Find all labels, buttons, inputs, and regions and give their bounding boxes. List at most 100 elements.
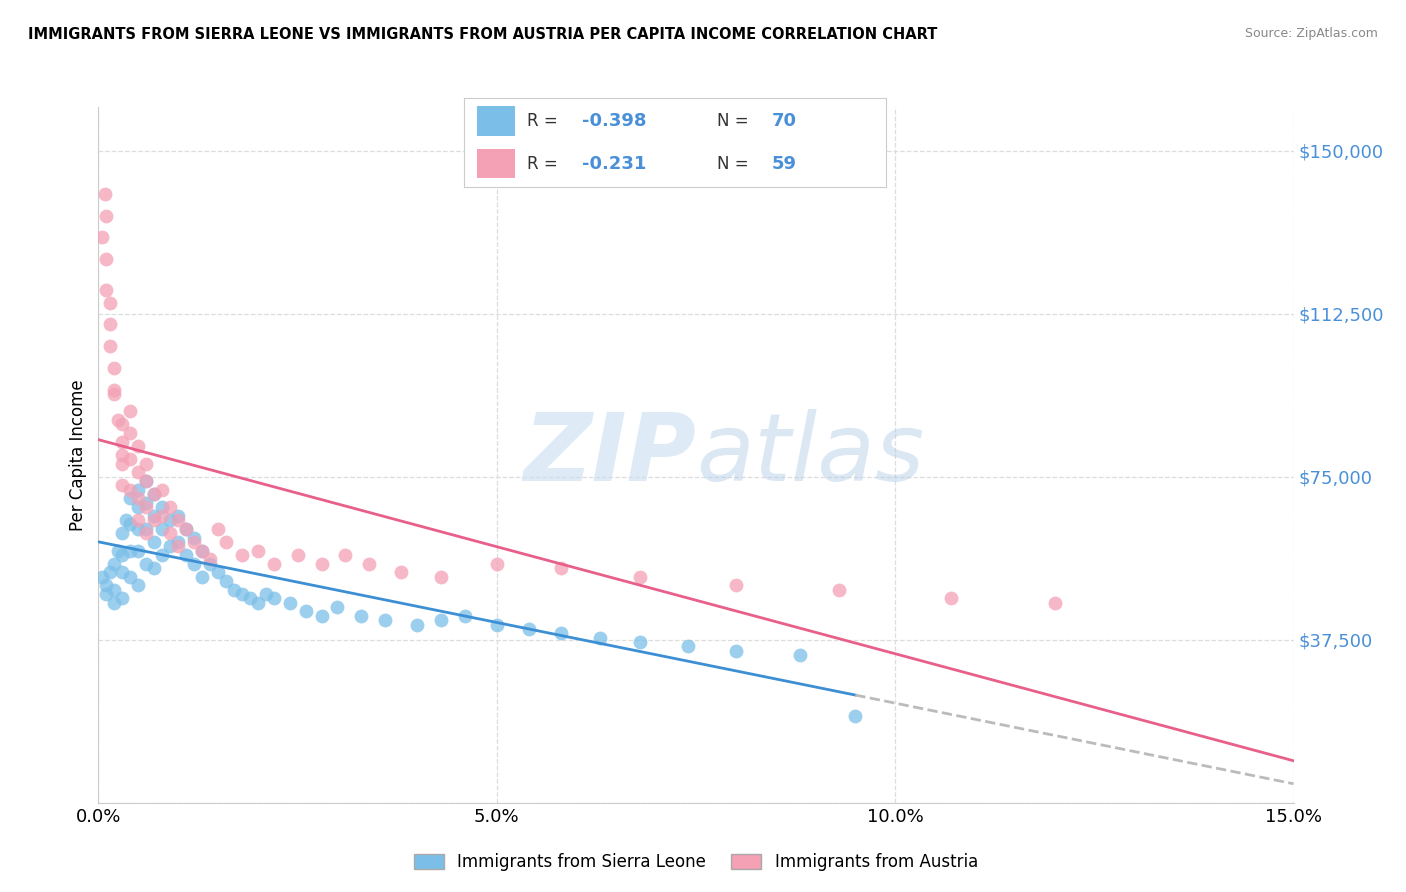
Point bbox=[103, 596, 125, 610]
FancyBboxPatch shape bbox=[477, 106, 515, 136]
Legend: Immigrants from Sierra Leone, Immigrants from Austria: Immigrants from Sierra Leone, Immigrants… bbox=[408, 847, 984, 878]
Point bbox=[939, 591, 962, 606]
Point bbox=[111, 591, 134, 606]
Point bbox=[111, 548, 134, 562]
Point bbox=[96, 252, 118, 267]
Point bbox=[207, 566, 229, 580]
Point bbox=[789, 648, 811, 662]
Point bbox=[167, 513, 190, 527]
Point bbox=[120, 426, 142, 441]
Point bbox=[628, 635, 651, 649]
Point bbox=[150, 522, 173, 536]
Text: ZIP: ZIP bbox=[523, 409, 696, 501]
Point bbox=[111, 478, 134, 492]
Point bbox=[111, 417, 134, 432]
Point bbox=[98, 566, 122, 580]
Point bbox=[150, 483, 173, 497]
Text: -0.398: -0.398 bbox=[582, 112, 647, 130]
Point bbox=[231, 587, 253, 601]
Point bbox=[96, 209, 118, 223]
Point bbox=[111, 526, 134, 541]
Point bbox=[628, 570, 651, 584]
Text: R =: R = bbox=[527, 112, 564, 130]
Point bbox=[120, 404, 142, 418]
Point bbox=[335, 548, 357, 562]
Point bbox=[278, 596, 301, 610]
Point bbox=[143, 561, 166, 575]
Point bbox=[143, 513, 166, 527]
Point bbox=[103, 387, 125, 401]
Point bbox=[120, 491, 142, 506]
Point bbox=[239, 591, 262, 606]
Point bbox=[167, 539, 190, 553]
Point bbox=[159, 539, 181, 553]
Point bbox=[374, 613, 396, 627]
Point bbox=[359, 557, 381, 571]
Point bbox=[174, 522, 197, 536]
Point bbox=[96, 578, 118, 592]
Point bbox=[103, 582, 125, 597]
Point bbox=[135, 557, 157, 571]
Point bbox=[98, 295, 122, 310]
Point bbox=[127, 483, 149, 497]
Point bbox=[550, 626, 572, 640]
Text: -0.231: -0.231 bbox=[582, 155, 647, 173]
Point bbox=[127, 543, 149, 558]
Point bbox=[143, 508, 166, 523]
Point bbox=[135, 522, 157, 536]
Point bbox=[183, 557, 205, 571]
Point bbox=[127, 439, 149, 453]
Point bbox=[485, 557, 508, 571]
Point bbox=[198, 552, 221, 566]
Point bbox=[263, 591, 285, 606]
Point bbox=[96, 587, 118, 601]
Point bbox=[111, 457, 134, 471]
Point bbox=[311, 608, 333, 623]
Point bbox=[191, 543, 214, 558]
Point bbox=[676, 639, 699, 653]
Point bbox=[191, 570, 214, 584]
Point bbox=[311, 557, 333, 571]
Point bbox=[198, 557, 221, 571]
Text: 59: 59 bbox=[772, 155, 797, 173]
Point bbox=[222, 582, 245, 597]
Point bbox=[287, 548, 309, 562]
Point bbox=[127, 466, 149, 480]
Point bbox=[159, 500, 181, 514]
Point bbox=[135, 496, 157, 510]
Point bbox=[111, 448, 134, 462]
Point bbox=[844, 708, 866, 723]
Point bbox=[430, 613, 453, 627]
Point bbox=[326, 600, 349, 615]
Point bbox=[135, 474, 157, 488]
Text: IMMIGRANTS FROM SIERRA LEONE VS IMMIGRANTS FROM AUSTRIA PER CAPITA INCOME CORREL: IMMIGRANTS FROM SIERRA LEONE VS IMMIGRAN… bbox=[28, 27, 938, 42]
Point bbox=[120, 483, 142, 497]
Point bbox=[430, 570, 453, 584]
Point bbox=[107, 543, 129, 558]
Point bbox=[724, 643, 747, 657]
Text: R =: R = bbox=[527, 155, 564, 173]
Point bbox=[111, 434, 134, 449]
Point bbox=[828, 582, 851, 597]
Point bbox=[96, 283, 118, 297]
Point bbox=[350, 608, 373, 623]
Point bbox=[150, 548, 173, 562]
Point bbox=[724, 578, 747, 592]
Point bbox=[174, 522, 197, 536]
Point bbox=[589, 631, 612, 645]
Point bbox=[135, 526, 157, 541]
Text: N =: N = bbox=[717, 112, 754, 130]
Point bbox=[98, 318, 122, 332]
Point bbox=[167, 508, 190, 523]
Point bbox=[550, 561, 572, 575]
Point bbox=[135, 500, 157, 514]
Point bbox=[191, 543, 214, 558]
Point bbox=[159, 513, 181, 527]
Point bbox=[127, 578, 149, 592]
Point bbox=[94, 187, 117, 202]
Point bbox=[294, 605, 316, 619]
Point bbox=[231, 548, 253, 562]
Point bbox=[120, 570, 142, 584]
Point bbox=[389, 566, 412, 580]
FancyBboxPatch shape bbox=[477, 149, 515, 178]
